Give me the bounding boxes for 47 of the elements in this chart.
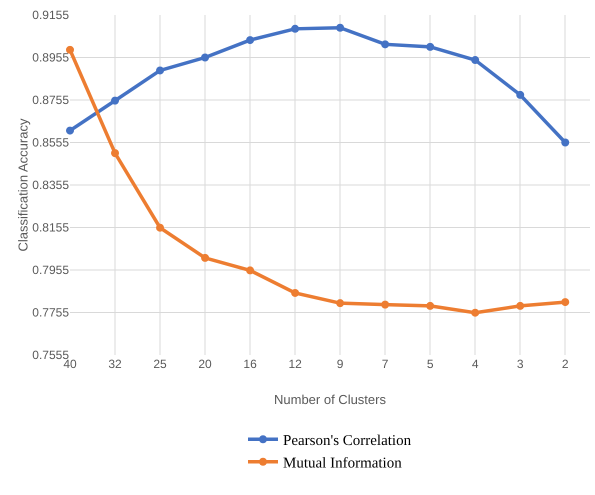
- y-tick-label: 0.7755: [32, 306, 70, 320]
- y-tick-label: 0.9155: [32, 8, 70, 22]
- point: [201, 254, 210, 262]
- point: [201, 54, 210, 62]
- point: [291, 24, 300, 33]
- x-tick-label: 32: [108, 357, 122, 371]
- point: [381, 40, 390, 48]
- y-tick-label: 0.8355: [32, 178, 70, 192]
- point: [111, 96, 120, 105]
- legend-label: Pearson's Correlation: [283, 433, 412, 450]
- point: [66, 46, 74, 54]
- point: [246, 36, 254, 44]
- point: [66, 126, 74, 135]
- point: [156, 66, 164, 74]
- y-tick-label: 0.8155: [32, 220, 70, 235]
- point: [111, 149, 120, 158]
- y-tick-label: 0.8555: [32, 136, 70, 150]
- x-tick-label: 4: [472, 357, 479, 371]
- legend-label: Mutual Information: [283, 456, 402, 472]
- point: [516, 302, 524, 310]
- point: [336, 24, 344, 32]
- y-tick-label: 0.8755: [32, 93, 70, 108]
- y-tick-label: 0.8955: [32, 50, 70, 65]
- x-tick-label: 3: [516, 357, 524, 371]
- point: [561, 138, 570, 146]
- x-tick-label: 9: [336, 357, 344, 371]
- x-tick-label: 5: [426, 357, 434, 371]
- point: [291, 288, 300, 297]
- point: [336, 299, 344, 308]
- x-tick-label: 25: [153, 357, 168, 371]
- point: [516, 90, 524, 99]
- point: [246, 266, 254, 274]
- x-tick-label: 16: [243, 357, 258, 371]
- x-tick-label: 20: [198, 357, 212, 371]
- x-axis-title: Number of Clusters: [274, 392, 386, 407]
- point: [381, 300, 390, 309]
- x-tick-label: 7: [382, 357, 389, 371]
- y-axis-title: Classification Accuracy: [15, 118, 30, 252]
- point: [156, 224, 164, 232]
- y-tick-label: 0.7955: [32, 263, 70, 278]
- x-tick-label: 12: [288, 357, 302, 371]
- point: [471, 56, 480, 64]
- point: [426, 302, 434, 310]
- point: [561, 298, 570, 306]
- x-tick-label: 2: [562, 357, 569, 371]
- point: [471, 308, 480, 317]
- point: [426, 42, 434, 51]
